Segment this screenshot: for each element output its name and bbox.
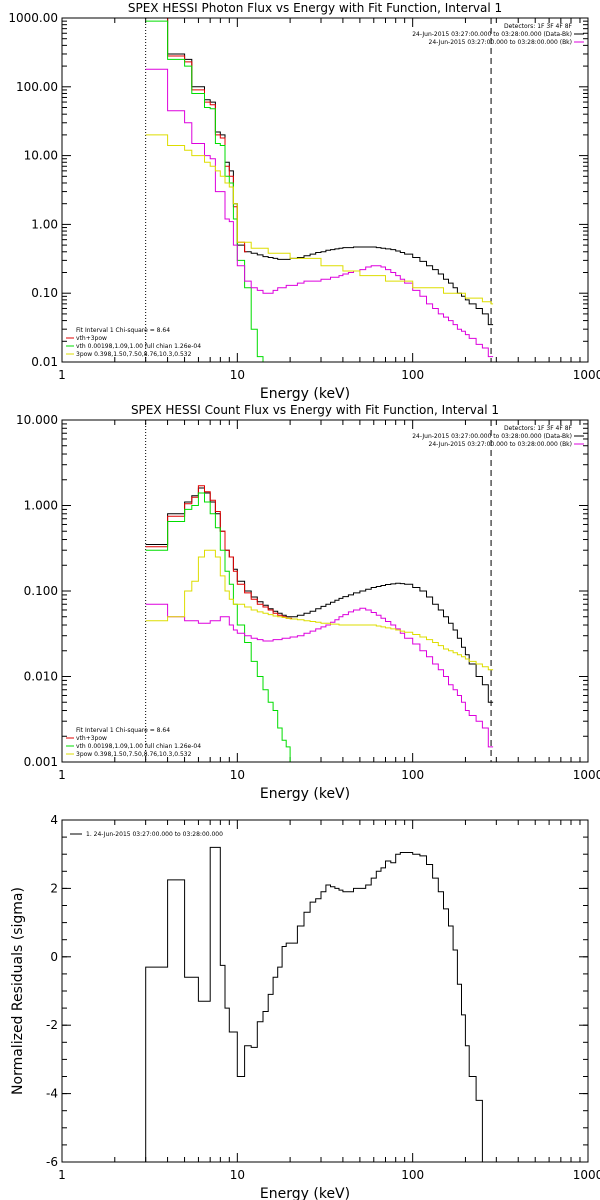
x-tick-label: 10 (230, 368, 245, 382)
series-group (145, 18, 494, 362)
y-tick-label: 2 (50, 881, 58, 895)
y-tick-label: 0 (50, 950, 58, 964)
y-tick-label: 0.10 (31, 286, 58, 300)
series-line-1 (145, 846, 494, 1162)
x-tick-label: 100 (401, 768, 424, 782)
chart-panel-2: SPEX HESSI Count Flux vs Energy with Fit… (16, 403, 600, 802)
plot-frame (61, 419, 589, 763)
y-tick-label: 1000.00 (8, 11, 58, 25)
y-tick-label: 100.00 (16, 80, 58, 94)
series-line-3 (145, 20, 265, 362)
series-line-2 (145, 18, 247, 253)
x-tick-label: 10 (230, 768, 245, 782)
series-line-4 (145, 603, 494, 748)
legend-left-entry: 3pow 0.398,1.50,7.50,8.76,10.3,0.532 (76, 351, 192, 358)
chart-title: SPEX HESSI Photon Flux vs Energy with Fi… (128, 1, 502, 15)
y-tick-label: 1.000 (24, 499, 58, 513)
x-tick-label: 1 (58, 768, 66, 782)
legend-left-entry: vth+3pow (76, 735, 107, 742)
legend-left-entry: vth 0.00198,1.09,1.00 full chian 1.26e-0… (76, 343, 201, 350)
series-group (145, 846, 494, 1162)
chart-title: SPEX HESSI Count Flux vs Energy with Fit… (131, 403, 499, 417)
x-tick-label: 1000 (573, 1168, 600, 1182)
legend-right-entry: 24-Jun-2015 03:27:00.000 to 03:28:00.000… (429, 441, 572, 448)
y-tick-label: 10.000 (16, 413, 58, 427)
x-tick-label: 1000 (573, 368, 600, 382)
y-tick-label: 0.01 (31, 355, 58, 369)
x-tick-label: 1 (58, 1168, 66, 1182)
legend-right-entry: 24-Jun-2015 03:27:00.000 to 03:28:00.000… (412, 433, 572, 440)
y-tick-label: 0.100 (24, 584, 58, 598)
x-tick-label: 1000 (573, 768, 600, 782)
chart-panel-1: SPEX HESSI Photon Flux vs Energy with Fi… (8, 1, 600, 402)
y-tick-label: 0.001 (24, 755, 58, 769)
legend-right-entry: Detectors: 1F 3F 4F 8F (504, 425, 573, 432)
legend-right-entry: Detectors: 1F 3F 4F 8F (504, 23, 573, 30)
legend-left-entry: vth 0.00198,1.09,1.00 full chian 1.26e-0… (76, 743, 201, 750)
y-tick-label: -2 (46, 1018, 58, 1032)
y-tick-label: 4 (50, 813, 58, 827)
x-axis-label: Energy (keV) (260, 786, 350, 802)
x-tick-label: 100 (401, 1168, 424, 1182)
chart-panel-3: 1 10 100 1000 -6 -4 -2 0 2 4 Energy (keV) Normalize… (10, 813, 600, 1200)
series-line-3 (145, 492, 293, 762)
legend-left-entry: 3pow 0.398,1.50,7.50,8.76,10.3,0.532 (76, 751, 192, 758)
legend-right-entry: 24-Jun-2015 03:27:00.000 to 03:28:00.000… (429, 39, 572, 46)
series-line-5 (145, 134, 494, 305)
x-axis-label: Energy (keV) (260, 1186, 350, 1200)
x-axis-label: Energy (keV) (260, 386, 350, 402)
series-line-2 (145, 485, 293, 619)
x-tick-label: 10 (230, 1168, 245, 1182)
series-group (145, 485, 494, 762)
y-tick-label: 10.00 (24, 149, 58, 163)
legend-entry: 1. 24-Jun-2015 03:27:00.000 to 03:28:00.… (86, 831, 223, 838)
legend-left-entry: Fit Interval 1 Chi-square = 8.64 (76, 327, 170, 334)
y-tick-label: -6 (46, 1155, 58, 1169)
plot-frame (61, 819, 589, 1163)
series-line-1 (145, 18, 494, 326)
legend-left-entry: Fit Interval 1 Chi-square = 8.64 (76, 727, 170, 734)
y-tick-label: 1.00 (31, 217, 58, 231)
y-axis-label: Normalized Residuals (sigma) (10, 887, 26, 1095)
legend-left-entry: vth+3pow (76, 335, 107, 342)
y-tick-label: 0.010 (24, 670, 58, 684)
y-tick-label: -4 (46, 1087, 58, 1101)
legend-right-entry: 24-Jun-2015 03:27:00.000 to 03:28:00.000… (412, 31, 572, 38)
plot-frame (61, 17, 589, 363)
x-tick-label: 1 (58, 368, 66, 382)
series-line-5 (145, 549, 494, 671)
series-line-4 (145, 68, 494, 358)
x-tick-label: 100 (401, 368, 424, 382)
